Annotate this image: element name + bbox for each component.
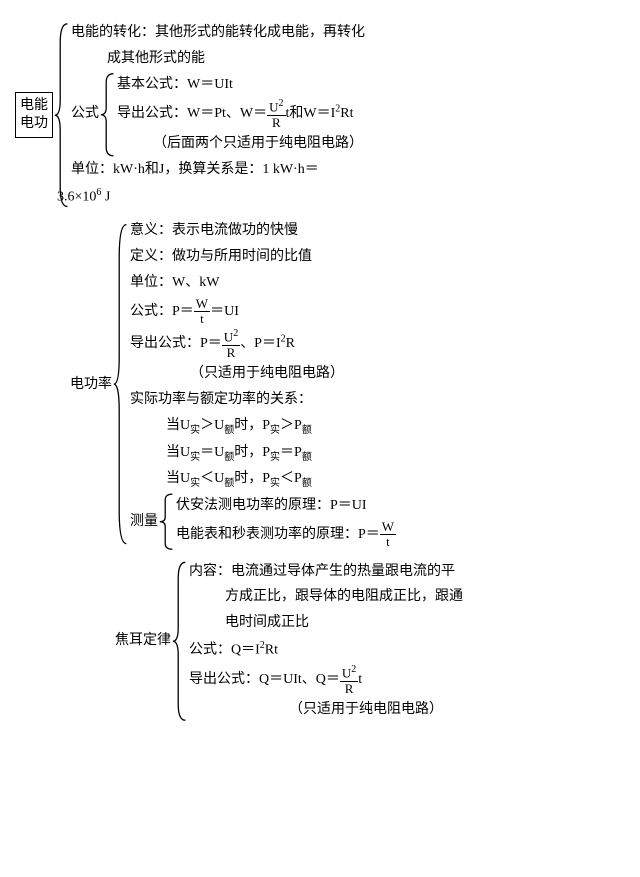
energy-derived-formula: 导出公式：W＝Pt、W＝U2Rt和W＝I2Rt <box>117 97 625 131</box>
brace-icon <box>112 218 130 550</box>
energy-basic-formula: 基本公式：W＝UIt <box>117 72 625 98</box>
root3-label: 焦耳定律 <box>115 629 171 653</box>
power-measure2: 电能表和秒表测功率的原理：P＝Wt <box>176 519 625 551</box>
power-rel2: 当U实＝U额时，P实＝P额 <box>130 440 625 467</box>
energy-transform-cont: 成其他形式的能 <box>71 46 625 72</box>
energy-formula-group: 公式 基本公式：W＝UIt 导出公式：W＝Pt、W＝U2Rt和W＝I2Rt （后… <box>71 72 625 158</box>
power-formula: 公式：P＝Wt＝UI <box>130 296 625 328</box>
joule-content-cont1: 方成正比，跟导体的电阻成正比，跟通 <box>189 584 625 610</box>
energy-unit: 单位：kW·h和J，换算关系是：1 kW·h＝ <box>71 157 625 183</box>
brace-icon <box>99 72 117 158</box>
power-definition: 定义：做功与所用时间的比值 <box>130 244 625 270</box>
brace-icon <box>171 559 189 724</box>
root1-label-l2: 电功 <box>20 116 48 131</box>
joule-content-cont2: 电时间成正比 <box>189 610 625 636</box>
energy-derived-note: （后面两个只适用于纯电阻电路） <box>117 131 625 157</box>
power-unit: 单位：W、kW <box>130 270 625 296</box>
power-measure-group: 测量 伏安法测电功率的原理：P＝UI 电能表和秒表测功率的原理：P＝Wt <box>130 493 625 550</box>
power-measure-label: 测量 <box>130 510 158 534</box>
joule-content: 内容：电流通过导体产生的热量跟电流的平 <box>189 559 625 585</box>
root1-label-l1: 电能 <box>20 98 48 113</box>
section-power: 电功率 意义：表示电流做功的快慢 定义：做功与所用时间的比值 单位：W、kW 公… <box>70 218 625 550</box>
joule-derived: 导出公式：Q＝UIt、Q＝U2Rt <box>189 663 625 697</box>
brace-icon <box>53 20 71 210</box>
root2-label: 电功率 <box>70 373 112 397</box>
section-joule: 焦耳定律 内容：电流通过导体产生的热量跟电流的平 方成正比，跟导体的电阻成正比，… <box>115 559 625 724</box>
power-derived: 导出公式：P＝U2R、P＝I2R <box>130 327 625 361</box>
energy-transform: 电能的转化：其他形式的能转化成电能，再转化 <box>71 20 625 46</box>
energy-unit-cont: 3.6×106 J <box>57 183 625 210</box>
energy-formula-label: 公式 <box>71 102 99 126</box>
root1-label: 电能 电功 <box>15 92 53 138</box>
power-rel1: 当U实＞U额时，P实＞P额 <box>130 413 625 440</box>
section-energy: 电能 电功 电能的转化：其他形式的能转化成电能，再转化 成其他形式的能 公式 基… <box>15 20 625 210</box>
power-meaning: 意义：表示电流做功的快慢 <box>130 218 625 244</box>
joule-formula: 公式：Q＝I2Rt <box>189 636 625 663</box>
power-measure1: 伏安法测电功率的原理：P＝UI <box>176 493 625 519</box>
power-derived-note: （只适用于纯电阻电路） <box>130 361 625 387</box>
power-relation: 实际功率与额定功率的关系： <box>130 387 625 413</box>
brace-icon <box>158 493 176 550</box>
power-rel3: 当U实＜U额时，P实＜P额 <box>130 466 625 493</box>
joule-derived-note: （只适用于纯电阻电路） <box>189 697 625 723</box>
